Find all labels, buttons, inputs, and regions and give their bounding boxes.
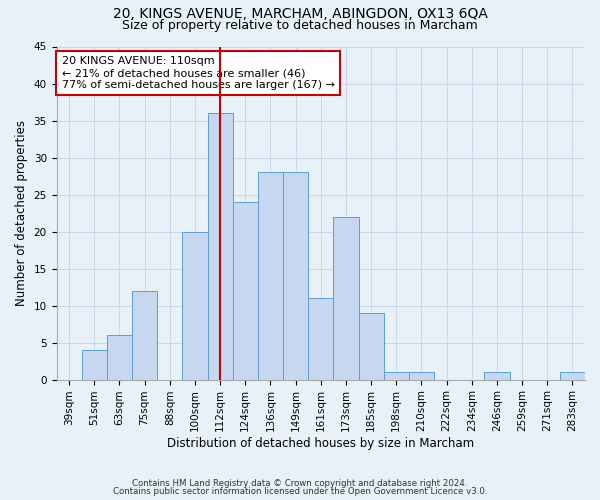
Text: Contains HM Land Registry data © Crown copyright and database right 2024.: Contains HM Land Registry data © Crown c…	[132, 478, 468, 488]
Bar	[359, 313, 383, 380]
Bar	[182, 232, 208, 380]
Bar	[383, 372, 409, 380]
Text: 20, KINGS AVENUE, MARCHAM, ABINGDON, OX13 6QA: 20, KINGS AVENUE, MARCHAM, ABINGDON, OX1…	[113, 8, 487, 22]
Bar	[82, 350, 107, 380]
Bar	[283, 172, 308, 380]
Bar	[560, 372, 585, 380]
Bar	[258, 172, 283, 380]
Bar	[233, 202, 258, 380]
Y-axis label: Number of detached properties: Number of detached properties	[15, 120, 28, 306]
Bar	[107, 335, 132, 380]
Bar	[409, 372, 434, 380]
Text: 20 KINGS AVENUE: 110sqm
← 21% of detached houses are smaller (46)
77% of semi-de: 20 KINGS AVENUE: 110sqm ← 21% of detache…	[62, 56, 335, 90]
Text: Size of property relative to detached houses in Marcham: Size of property relative to detached ho…	[122, 19, 478, 32]
Bar	[208, 113, 233, 380]
Bar	[334, 216, 359, 380]
Bar	[484, 372, 509, 380]
Text: Contains public sector information licensed under the Open Government Licence v3: Contains public sector information licen…	[113, 487, 487, 496]
Bar	[132, 291, 157, 380]
Bar	[308, 298, 334, 380]
X-axis label: Distribution of detached houses by size in Marcham: Distribution of detached houses by size …	[167, 437, 475, 450]
